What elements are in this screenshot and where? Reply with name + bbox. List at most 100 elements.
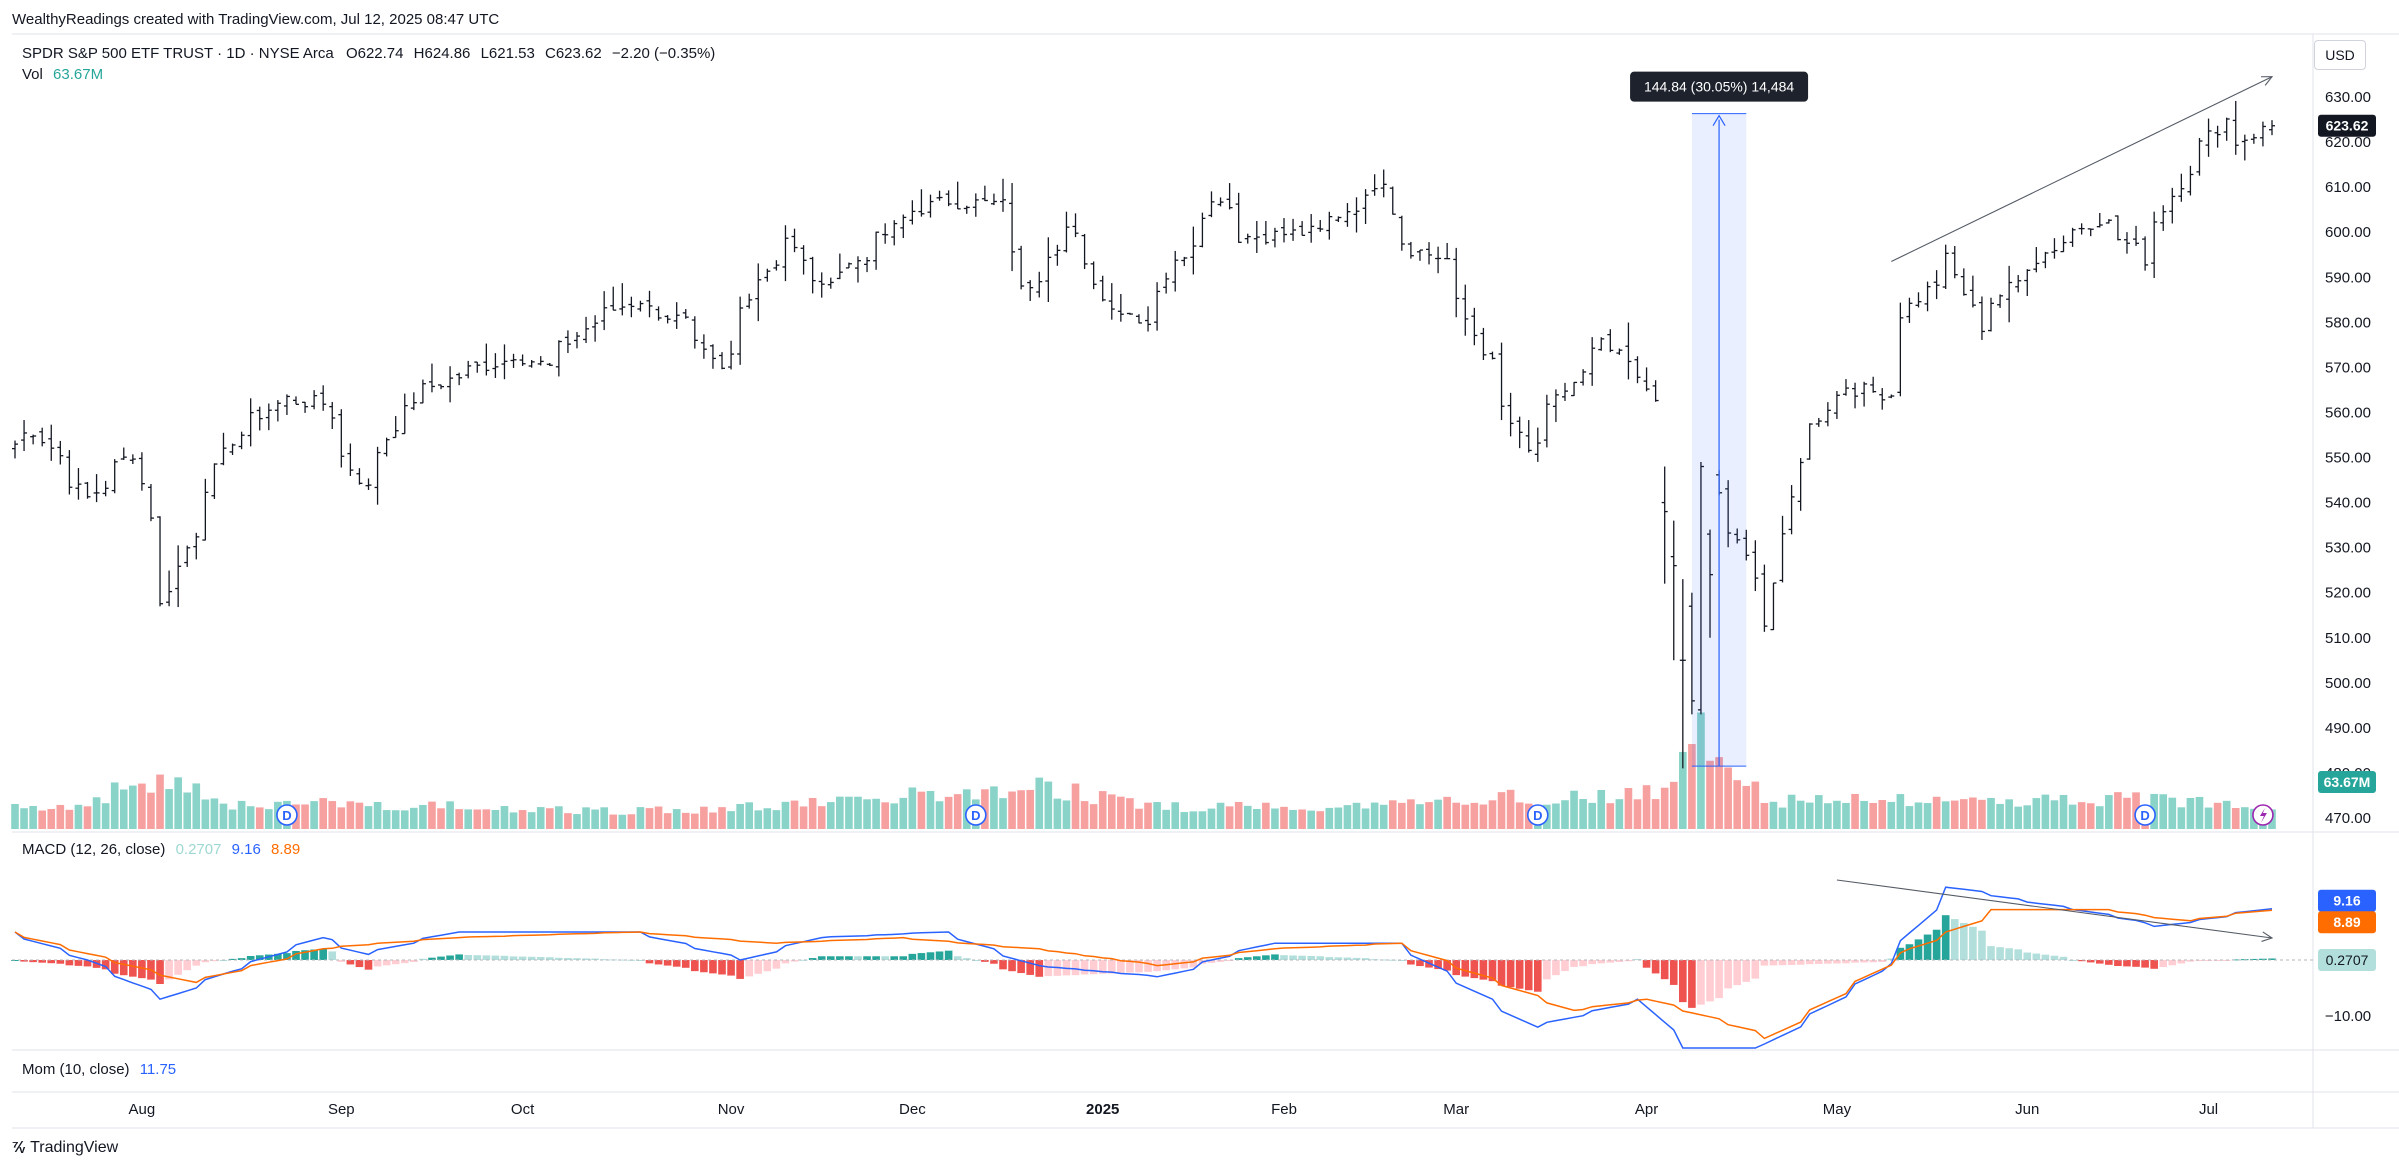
ohlc-bar <box>1978 296 1985 340</box>
time-tick-apr: Apr <box>1635 1101 1658 1118</box>
ohlc-bar <box>1000 178 1007 212</box>
macd-hist-bar <box>174 960 182 975</box>
price-tick-500: 500.00 <box>2325 675 2371 692</box>
macd-hist-bar <box>727 960 735 976</box>
svg-text:D: D <box>971 808 980 823</box>
ohlc-bar <box>673 302 680 329</box>
ohlc-bar <box>410 392 417 411</box>
volume-bar <box>790 800 799 829</box>
macd-hist-bar <box>772 960 781 969</box>
macd-hist-bar <box>74 960 83 966</box>
price-trend-arrow-head-icon <box>2260 76 2274 86</box>
ohlc-bar <box>211 463 218 499</box>
ohlc-bar <box>1317 219 1324 232</box>
ohlc-bar <box>428 363 435 393</box>
ohlc-bar <box>21 420 28 452</box>
macd-hist-bar <box>65 960 74 966</box>
volume-bar <box>473 809 482 829</box>
macd-hist-bar <box>246 956 255 960</box>
ohlc-bar <box>2123 232 2130 254</box>
volume-bar <box>1398 802 1406 829</box>
price-trend-arrow[interactable] <box>1891 76 2273 262</box>
volume-bar <box>38 810 46 829</box>
ohlc-bar <box>1371 174 1378 196</box>
ohlc-bar <box>864 257 871 273</box>
macd-hist-bar <box>2005 948 2013 960</box>
signal-line <box>14 908 2273 1040</box>
ohlc-bar <box>1027 280 1034 301</box>
macd-hist-bar <box>1089 960 1098 975</box>
ohlc-bar <box>1190 226 1197 275</box>
earnings-flash-marker[interactable] <box>2252 804 2274 826</box>
volume-bar <box>2077 802 2086 829</box>
volume-bar <box>799 806 808 829</box>
macd-hist-bar <box>1624 960 1633 962</box>
macd-hist-bar <box>47 960 56 964</box>
dividend-marker[interactable]: D <box>965 804 987 826</box>
macd-hist-bar <box>2268 958 2276 960</box>
ohlc-bar <box>1516 416 1523 449</box>
macd-trend-arrow[interactable] <box>1836 879 2273 939</box>
macd-hist-bar <box>962 958 971 960</box>
volume-bar <box>1379 804 1388 829</box>
currency-button[interactable]: USD <box>2314 40 2366 70</box>
volume-bar <box>2032 798 2041 829</box>
ohlc-bar <box>1117 293 1124 322</box>
macd-hist-bar <box>790 960 799 962</box>
change-value: −2.20 (−0.35%) <box>611 45 716 62</box>
mom-label: Mom (10, close) <box>22 1061 130 1078</box>
macd-hist-bar <box>981 960 989 962</box>
volume-bar <box>500 806 509 829</box>
ohlc-bar <box>2169 187 2176 224</box>
volume-bar <box>29 806 37 829</box>
volume-bar <box>183 792 192 829</box>
measure-tooltip-text: 144.84 (30.05%) 14,484 <box>1644 79 1794 95</box>
ohlc-bar <box>1353 197 1360 233</box>
dividend-marker[interactable]: D <box>2134 804 2156 826</box>
volume-bar <box>446 801 454 829</box>
macd-hist-bar <box>1679 960 1687 1003</box>
volume-bar <box>754 810 763 829</box>
ohlc-bar <box>30 434 37 445</box>
macd-hist-bar <box>1733 960 1742 986</box>
macd-label: MACD (12, 26, close) <box>22 841 166 858</box>
volume-bar <box>1805 802 1814 829</box>
macd-hist-bar <box>1950 919 1959 960</box>
volume-bar <box>681 812 690 829</box>
macd-hist-bar <box>1778 960 1787 966</box>
macd-hist-bar <box>1289 955 1297 960</box>
macd-hist-bar <box>1379 959 1388 961</box>
macd-hist-bar <box>1325 957 1334 960</box>
volume-bar <box>1842 802 1850 829</box>
ohlc-bar <box>229 443 236 455</box>
ohlc-bar <box>528 360 535 368</box>
volume-bar <box>165 789 173 829</box>
ohlc-bar <box>1489 351 1496 360</box>
ohlc-bar <box>175 545 182 608</box>
ohlc-bar <box>147 484 154 522</box>
macd-hist-bar <box>1923 934 1932 960</box>
footer-brand[interactable]: ⁷⁄ᵥ TradingView <box>12 1139 118 1157</box>
volume-bar <box>727 811 735 829</box>
ohlc-bar <box>1815 417 1822 427</box>
svg-text:9.16: 9.16 <box>2333 893 2360 909</box>
ohlc-bar <box>1625 322 1632 380</box>
volume-bar <box>410 807 418 829</box>
ohlc-bar <box>1335 216 1342 223</box>
volume-bar <box>346 801 355 829</box>
volume-bar <box>881 802 889 829</box>
ohlc-bar <box>1217 197 1224 207</box>
volume-bar <box>2068 804 2077 829</box>
ohlc-bar <box>990 193 997 206</box>
volume-bar <box>1869 802 1877 829</box>
volume-bar <box>1280 806 1288 829</box>
volume-bar <box>328 801 337 829</box>
tradingview-logo-icon: ⁷⁄ᵥ <box>12 1139 25 1156</box>
volume-bar <box>1153 802 1161 829</box>
ohlc-bar <box>573 332 580 349</box>
dividend-marker[interactable]: D <box>1526 804 1549 826</box>
volume-bar <box>1316 811 1325 829</box>
macd-hist-bar <box>1941 915 1950 960</box>
dividend-marker[interactable]: D <box>276 804 298 826</box>
